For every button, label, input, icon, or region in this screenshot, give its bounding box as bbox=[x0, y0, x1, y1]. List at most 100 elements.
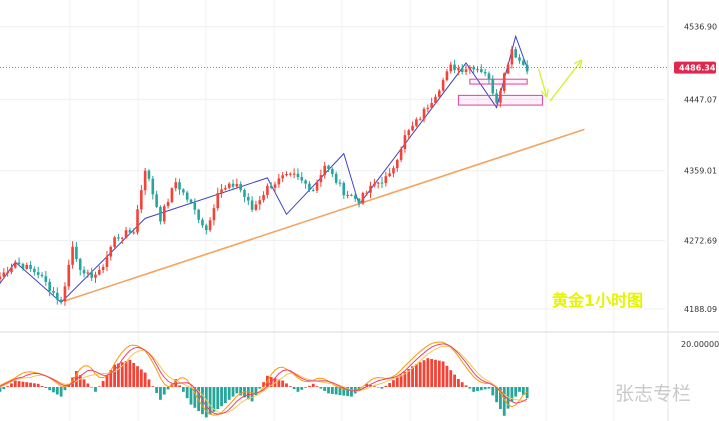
macd-bar-negative bbox=[63, 387, 67, 391]
candle-bear bbox=[117, 237, 120, 239]
candle-bull bbox=[373, 183, 376, 186]
candle-bear bbox=[21, 263, 25, 269]
candle-bull bbox=[71, 246, 74, 265]
candle-bull bbox=[208, 220, 212, 231]
macd-bar-positive bbox=[86, 383, 90, 387]
candle-bull bbox=[468, 67, 472, 70]
candle-bull bbox=[411, 125, 414, 131]
macd-bar-negative bbox=[208, 387, 212, 415]
candle-bull bbox=[346, 194, 349, 196]
candle-bear bbox=[182, 189, 185, 193]
candle-bear bbox=[480, 69, 483, 72]
candle-bull bbox=[143, 170, 147, 191]
candle-bear bbox=[269, 185, 273, 188]
macd-bar-negative bbox=[499, 387, 502, 409]
macd-bar-positive bbox=[117, 363, 120, 387]
candle-bear bbox=[128, 230, 132, 233]
macd-bar-positive bbox=[388, 383, 392, 387]
candle-bear bbox=[483, 71, 487, 74]
macd-bar-positive bbox=[457, 379, 460, 387]
candle-bear bbox=[491, 79, 495, 94]
candle-bear bbox=[334, 173, 338, 183]
macd-bar-negative bbox=[525, 387, 529, 399]
candle-bear bbox=[514, 49, 517, 58]
macd-bar-negative bbox=[514, 387, 518, 397]
macd-bar-negative bbox=[216, 387, 220, 409]
macd-bar-negative bbox=[323, 387, 327, 391]
macd-bar-negative bbox=[44, 387, 48, 389]
macd-bar-positive bbox=[105, 375, 109, 387]
macd-bar-positive bbox=[21, 381, 25, 387]
candle-bear bbox=[380, 182, 384, 184]
macd-bar-negative bbox=[506, 387, 510, 409]
candle-bear bbox=[178, 182, 181, 190]
candle-bull bbox=[86, 272, 90, 274]
macd-bar-positive bbox=[311, 383, 315, 387]
macd-bar-positive bbox=[40, 385, 44, 387]
macd-bar-positive bbox=[403, 371, 407, 387]
candle-bear bbox=[147, 170, 151, 179]
candle-bull bbox=[63, 286, 67, 302]
macd-bar-positive bbox=[453, 374, 456, 387]
candle-bear bbox=[82, 269, 86, 274]
macd-bar-positive bbox=[120, 362, 124, 387]
macd-bar-positive bbox=[288, 386, 292, 387]
macd-bar-positive bbox=[365, 383, 369, 387]
macd-bar-negative bbox=[510, 387, 514, 402]
macd-bar-positive bbox=[414, 364, 418, 387]
macd-signal-line bbox=[0, 343, 528, 415]
macd-bar-negative bbox=[479, 387, 483, 391]
candle-bull bbox=[132, 232, 135, 234]
candle-bull bbox=[120, 237, 124, 239]
candle-bear bbox=[296, 173, 300, 178]
support-zone bbox=[469, 78, 528, 85]
candle-bear bbox=[331, 168, 334, 174]
candle-bear bbox=[300, 177, 304, 181]
candle-bear bbox=[193, 202, 197, 210]
macd-bar-positive bbox=[132, 363, 136, 387]
macd-bar-positive bbox=[369, 385, 372, 387]
candle-bull bbox=[113, 237, 116, 247]
candle-bull bbox=[399, 149, 403, 160]
candle-bull bbox=[285, 173, 288, 176]
macd-bar-positive bbox=[6, 386, 10, 387]
macd-bar-negative bbox=[90, 387, 94, 388]
candle-bull bbox=[365, 192, 369, 194]
macd-bar-negative bbox=[212, 387, 216, 412]
macd-bar-positive bbox=[151, 386, 155, 387]
macd-bar-negative bbox=[491, 387, 495, 396]
macd-bar-positive bbox=[82, 379, 86, 387]
macd-bar-negative bbox=[223, 387, 227, 403]
macd-bar-negative bbox=[304, 387, 307, 388]
current-price-badge bbox=[674, 61, 716, 74]
forecast-arrow bbox=[537, 68, 547, 96]
macd-bar-negative bbox=[472, 387, 476, 392]
candle-bear bbox=[56, 292, 59, 300]
candle-bull bbox=[392, 168, 395, 174]
macd-bar-positive bbox=[178, 385, 181, 387]
macd-bar-negative bbox=[227, 387, 231, 400]
candle-bull bbox=[369, 185, 372, 193]
candle-bull bbox=[98, 270, 101, 275]
macd-bar-negative bbox=[162, 387, 166, 395]
macd-bar-negative bbox=[55, 387, 59, 395]
candle-bull bbox=[220, 189, 223, 194]
price-tick-label: 4272.69 bbox=[684, 236, 717, 245]
macd-bar-positive bbox=[97, 386, 101, 387]
macd-bar-negative bbox=[239, 387, 243, 396]
macd-bar-negative bbox=[48, 387, 52, 391]
candle-bull bbox=[499, 90, 502, 103]
candle-bear bbox=[204, 225, 208, 231]
macd-bar-negative bbox=[0, 387, 2, 392]
candle-bull bbox=[323, 165, 326, 176]
macd-bar-positive bbox=[411, 366, 414, 387]
candle-bear bbox=[201, 219, 204, 226]
macd-bar-positive bbox=[25, 382, 29, 387]
candle-bull bbox=[292, 173, 296, 175]
candle-bear bbox=[231, 183, 235, 187]
candle-bear bbox=[453, 64, 456, 71]
candle-bear bbox=[342, 182, 346, 196]
macd-bar-positive bbox=[315, 386, 319, 387]
candle-bull bbox=[124, 230, 128, 238]
macd-bar-negative bbox=[159, 387, 162, 400]
